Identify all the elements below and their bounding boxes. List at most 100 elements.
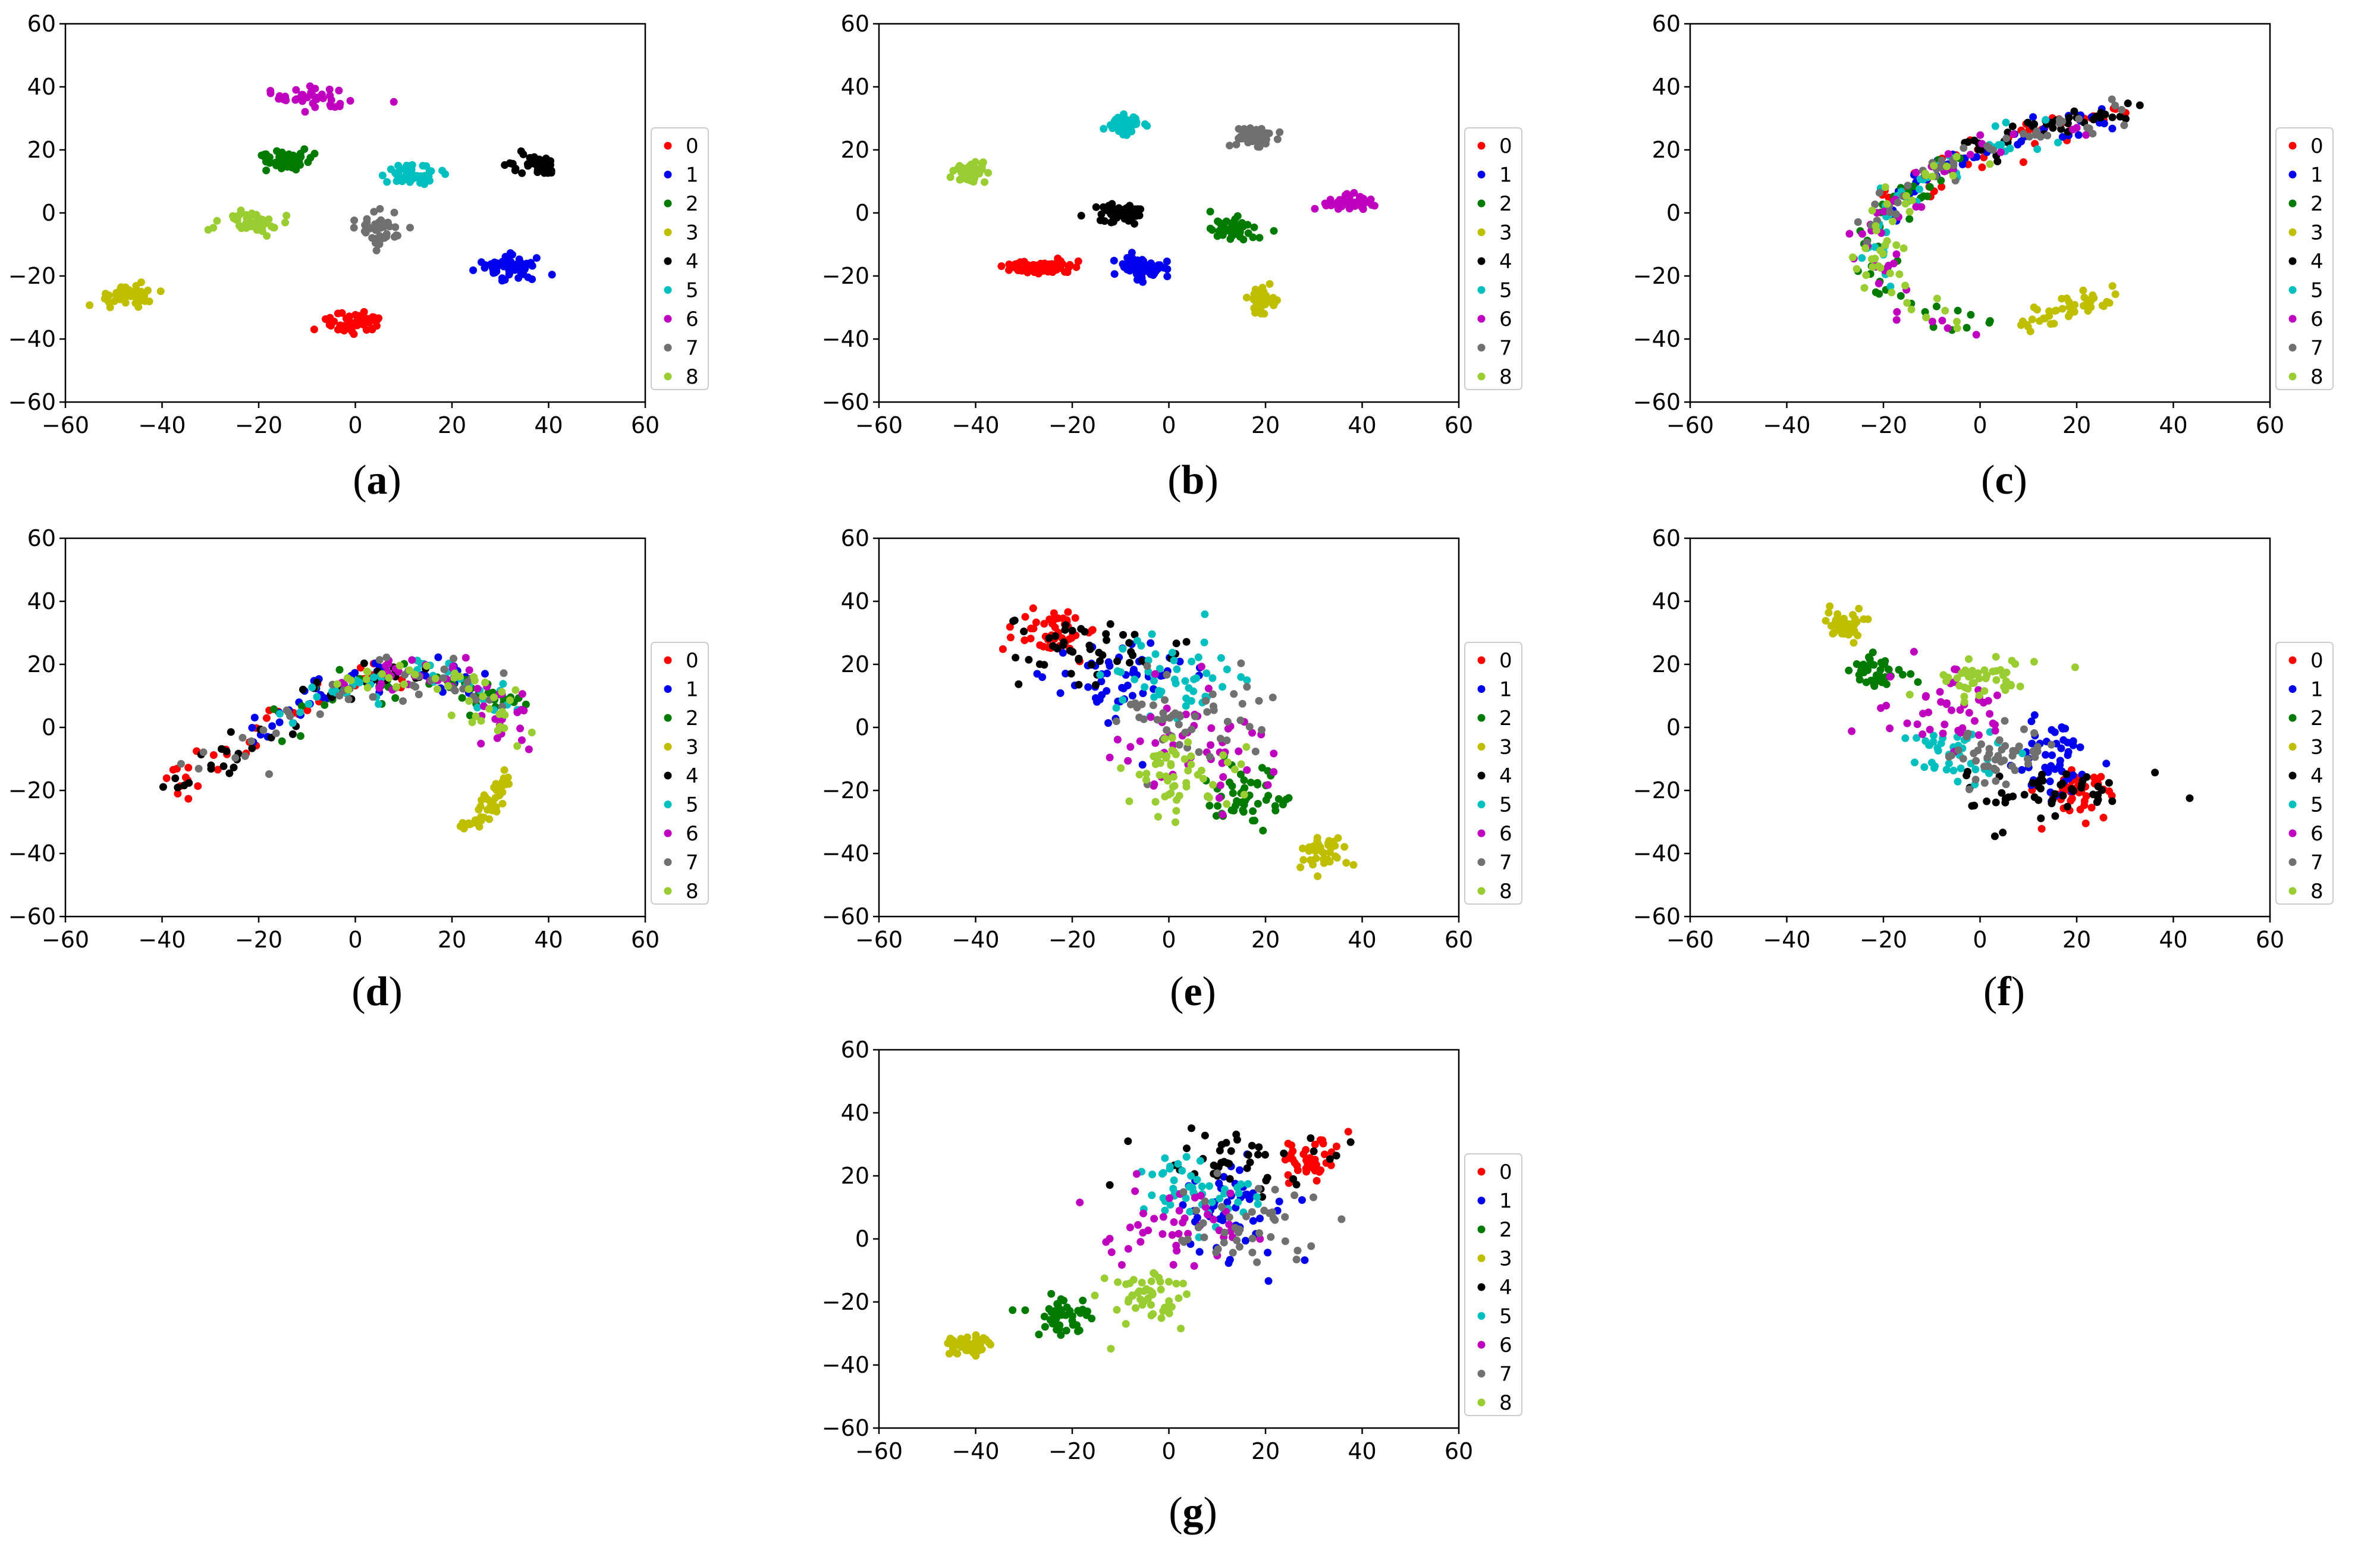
point-class-2 — [1914, 678, 1922, 686]
point-class-4 — [1097, 210, 1106, 218]
point-class-3 — [1305, 843, 1313, 851]
point-class-5 — [1100, 125, 1108, 133]
point-class-8 — [1230, 765, 1239, 774]
point-class-7 — [2026, 133, 2033, 141]
point-class-2 — [1060, 1297, 1067, 1305]
point-class-5 — [1942, 765, 1951, 774]
point-class-7 — [375, 240, 384, 248]
legend-marker-2 — [664, 714, 672, 722]
point-class-7 — [1245, 723, 1254, 731]
point-class-7 — [1223, 717, 1232, 726]
point-class-6 — [326, 102, 335, 111]
point-class-7 — [1112, 717, 1120, 726]
point-class-2 — [1866, 655, 1874, 664]
point-class-0 — [169, 765, 177, 774]
point-class-6 — [1197, 663, 1205, 671]
legend-box — [1464, 1153, 1522, 1416]
point-class-4 — [2136, 101, 2144, 109]
point-class-8 — [1879, 250, 1887, 258]
point-class-7 — [1195, 748, 1203, 756]
legend-label-3: 3 — [1499, 1247, 1512, 1271]
point-class-0 — [1050, 609, 1058, 617]
legend-marker-2 — [1477, 1225, 1486, 1234]
point-class-8 — [363, 683, 372, 692]
point-class-6 — [1939, 729, 1947, 738]
point-class-1 — [1176, 657, 1184, 666]
x-tick-label: 40 — [1348, 412, 1376, 438]
point-class-0 — [1023, 265, 1032, 273]
point-class-8 — [406, 666, 414, 674]
point-class-6 — [1886, 724, 1894, 733]
point-class-8 — [1952, 153, 1961, 161]
point-class-4 — [313, 678, 321, 686]
point-class-0 — [340, 327, 348, 335]
point-class-7 — [1271, 1185, 1279, 1194]
legend-marker-0 — [1477, 142, 1486, 150]
point-class-8 — [1194, 771, 1202, 779]
plot-area — [878, 1049, 1460, 1429]
point-class-6 — [1175, 1207, 1183, 1215]
point-class-8 — [1895, 270, 1904, 278]
legend-label-0: 0 — [686, 649, 699, 673]
point-class-8 — [946, 173, 954, 181]
point-class-1 — [1241, 1237, 1249, 1245]
point-class-6 — [266, 87, 275, 95]
point-class-3 — [2090, 294, 2098, 302]
legend-marker-2 — [2288, 199, 2297, 208]
point-class-4 — [2121, 115, 2130, 123]
point-class-5 — [1188, 657, 1196, 666]
y-tick-label: 0 — [855, 714, 869, 740]
point-class-8 — [1960, 698, 1968, 707]
legend-marker-8 — [1477, 1398, 1486, 1407]
point-class-3 — [500, 774, 508, 783]
x-tick-label: −40 — [1763, 412, 1810, 438]
point-class-0 — [2081, 819, 2090, 827]
legend-label-5: 5 — [1499, 793, 1512, 817]
x-tick-label: −60 — [1666, 927, 1714, 953]
point-class-6 — [1150, 1215, 1158, 1223]
point-class-1 — [1256, 1215, 1264, 1223]
point-class-5 — [383, 178, 391, 186]
point-class-7 — [1875, 189, 1883, 197]
point-class-7 — [2047, 740, 2055, 749]
point-class-8 — [393, 683, 401, 691]
legend-label-1: 1 — [2310, 164, 2324, 187]
legend-label-7: 7 — [686, 851, 699, 875]
point-class-7 — [377, 216, 385, 225]
point-class-8 — [1180, 755, 1189, 763]
legend-marker-4 — [664, 257, 672, 265]
point-class-6 — [1941, 720, 1949, 729]
point-class-6 — [336, 99, 344, 108]
x-tick-label: −20 — [235, 927, 282, 953]
legend-label-8: 8 — [1499, 880, 1512, 903]
point-class-7 — [350, 216, 359, 224]
point-class-4 — [2059, 792, 2067, 800]
point-class-8 — [1961, 667, 1970, 676]
point-class-4 — [2083, 773, 2091, 781]
point-class-8 — [1209, 781, 1217, 789]
point-class-6 — [1139, 1209, 1147, 1217]
legend-label-3: 3 — [1499, 736, 1512, 760]
scatter-points — [999, 604, 1358, 880]
point-class-0 — [1064, 608, 1072, 616]
point-class-0 — [213, 765, 222, 774]
scatter-points — [944, 1124, 1355, 1360]
point-class-5 — [473, 704, 482, 712]
point-class-0 — [2037, 825, 2046, 833]
point-class-5 — [1161, 1206, 1169, 1215]
legend-label-2: 2 — [686, 707, 699, 730]
point-class-8 — [1905, 691, 1914, 699]
point-class-5 — [1121, 125, 1129, 134]
point-class-7 — [1252, 133, 1260, 142]
point-class-6 — [1182, 710, 1190, 718]
point-class-5 — [422, 162, 431, 170]
x-tick-label: −40 — [952, 1438, 999, 1464]
x-tick-label: 0 — [1161, 1438, 1176, 1464]
point-class-7 — [399, 697, 407, 705]
point-class-8 — [1903, 299, 1911, 307]
point-class-7 — [2043, 131, 2052, 140]
point-class-8 — [1154, 812, 1162, 821]
point-class-5 — [1237, 673, 1245, 681]
point-class-8 — [1175, 792, 1183, 800]
point-class-6 — [1912, 168, 1920, 177]
